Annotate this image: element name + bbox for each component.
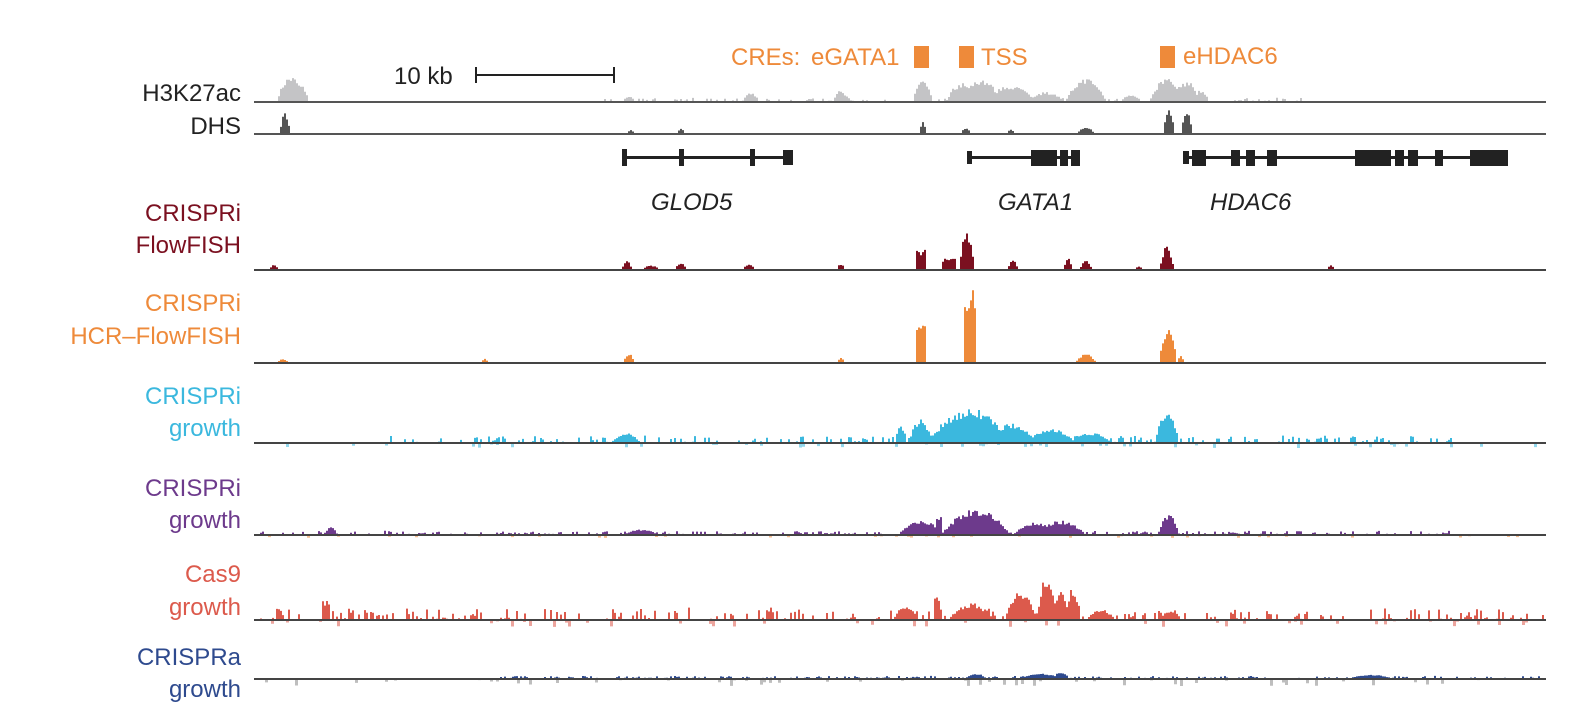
track-crispri-growth-2 bbox=[256, 510, 1546, 538]
track-label-cas9-growth-line1: Cas9 bbox=[185, 561, 241, 588]
track-label-crispri-growth-1-line2: growth bbox=[169, 415, 241, 442]
track-baselines bbox=[254, 101, 1546, 680]
track-crispri-flowfish bbox=[256, 233, 1546, 269]
cre-annotations: CREs: eGATA1 TSS eHDAC6 bbox=[731, 43, 1278, 71]
track-label-crispri-growth-2-line1: CRISPRi bbox=[145, 475, 241, 502]
gene-model-hdac6 bbox=[1183, 150, 1508, 166]
track-crispri-growth-2-signal bbox=[256, 510, 1546, 534]
track-crispri-flowfish-signal bbox=[256, 233, 1546, 269]
track-crispri-growth-1-signal bbox=[256, 409, 1546, 442]
track-label-crispri-flowfish-line2: FlowFISH bbox=[136, 232, 241, 259]
track-label-crispri-flowfish-line1: CRISPRi bbox=[145, 200, 241, 227]
track-label-hcr-flowfish-line2: HCR–FlowFISH bbox=[70, 323, 241, 350]
cre-label-tss: TSS bbox=[981, 44, 1028, 71]
track-crispra-growth-signal bbox=[256, 673, 1546, 678]
track-label-hcr-flowfish-line1: CRISPRi bbox=[145, 290, 241, 317]
track-dhs-signal bbox=[256, 110, 1546, 133]
signal-tracks bbox=[256, 78, 1546, 686]
gene-label-gata1: GATA1 bbox=[998, 189, 1073, 216]
track-label-crispri-growth-2-line2: growth bbox=[169, 507, 241, 534]
track-cas9-growth bbox=[256, 582, 1546, 627]
track-label-crispra-growth-line1: CRISPRa bbox=[137, 644, 242, 671]
track-cas9-growth-negative-signal bbox=[256, 619, 1546, 627]
track-label-h3k27ac: H3K27ac bbox=[142, 80, 241, 107]
cre-marker-ehdac6 bbox=[1160, 46, 1175, 68]
track-label-cas9-growth-line2: growth bbox=[169, 594, 241, 621]
gene-label-hdac6: HDAC6 bbox=[1210, 189, 1292, 216]
track-hcr-flowfish-signal bbox=[256, 290, 1546, 362]
scale-bar-label: 10 kb bbox=[394, 63, 453, 90]
track-labels: H3K27ac DHS CRISPRi FlowFISH CRISPRi HCR… bbox=[70, 80, 241, 703]
track-cas9-growth-signal bbox=[256, 582, 1546, 619]
gene-model-glod5 bbox=[622, 149, 793, 166]
track-hcr-flowfish bbox=[256, 290, 1546, 362]
track-dhs bbox=[256, 110, 1546, 133]
cre-marker-egata1 bbox=[914, 46, 929, 68]
track-label-dhs: DHS bbox=[190, 113, 241, 140]
cre-label-egata1: eGATA1 bbox=[811, 44, 899, 71]
track-label-crispri-growth-1-line1: CRISPRi bbox=[145, 383, 241, 410]
gene-label-glod5: GLOD5 bbox=[651, 189, 733, 216]
gene-models: GLOD5 GATA1 HDAC6 bbox=[622, 149, 1508, 216]
track-label-crispra-growth-line2: growth bbox=[169, 676, 241, 703]
cre-prefix-label: CREs: bbox=[731, 44, 800, 71]
cre-marker-tss bbox=[959, 46, 974, 68]
cre-label-ehdac6: eHDAC6 bbox=[1183, 43, 1278, 70]
scale-bar: 10 kb bbox=[394, 63, 615, 90]
gene-model-gata1 bbox=[967, 150, 1080, 166]
